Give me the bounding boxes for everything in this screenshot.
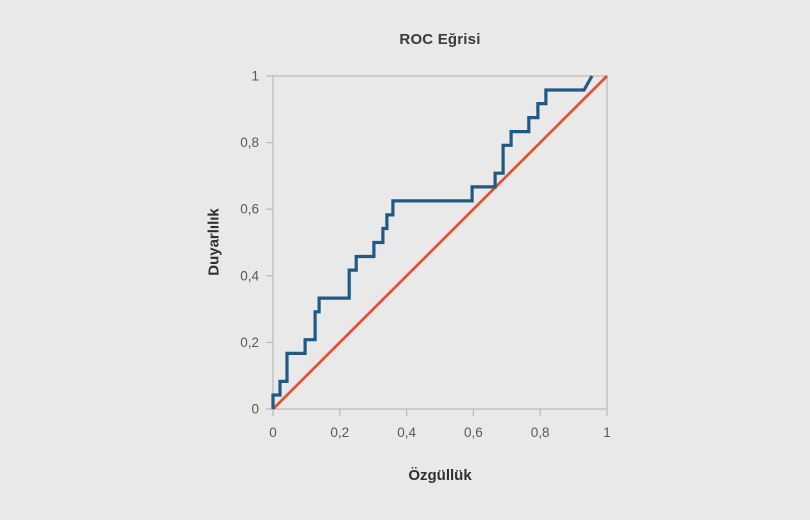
- y-tick-label: 0,6: [240, 202, 259, 217]
- plot-frame: [272, 75, 608, 410]
- roc-curve-line: [271, 75, 594, 409]
- x-tick-label: 0,4: [397, 425, 416, 440]
- chart-title: ROC Eğrisi: [399, 31, 481, 48]
- x-axis-title: Özgüllük: [408, 467, 472, 484]
- y-tick-label: 1: [251, 69, 259, 84]
- y-tick-label: 0,4: [240, 268, 259, 283]
- x-tick-label: 0,2: [330, 425, 349, 440]
- y-tick-label: 0,2: [240, 335, 259, 350]
- reference-diagonal-line: [272, 75, 608, 410]
- y-tick-label: 0,8: [240, 135, 259, 150]
- x-tick-label: 1: [603, 425, 611, 440]
- x-tick-label: 0: [269, 425, 277, 440]
- x-tick-label: 0,6: [464, 425, 483, 440]
- x-tick-label: 0,8: [531, 425, 550, 440]
- y-tick-label: 0: [251, 402, 259, 417]
